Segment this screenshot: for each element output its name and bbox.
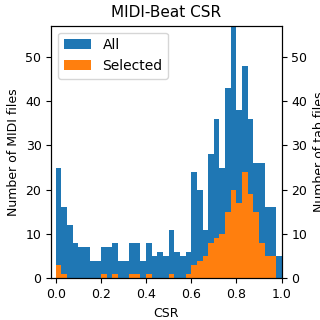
Bar <box>169 230 174 278</box>
Y-axis label: Number of MIDI files: Number of MIDI files <box>7 88 20 216</box>
Bar <box>180 256 186 278</box>
Bar <box>84 247 90 278</box>
Bar <box>174 252 180 278</box>
Bar <box>197 261 203 278</box>
Bar <box>220 168 225 278</box>
Bar <box>129 274 135 278</box>
Bar <box>107 247 112 278</box>
Bar <box>56 168 61 278</box>
Bar <box>146 243 152 278</box>
Bar <box>56 265 61 278</box>
Bar <box>73 243 78 278</box>
Bar <box>101 247 107 278</box>
Bar <box>248 194 253 278</box>
Legend: All, Selected: All, Selected <box>58 33 168 79</box>
Bar <box>186 252 191 278</box>
Bar <box>203 256 208 278</box>
Bar <box>157 252 163 278</box>
Bar <box>214 238 220 278</box>
Bar <box>253 163 259 278</box>
Bar <box>186 274 191 278</box>
Bar <box>135 274 140 278</box>
Bar <box>95 261 101 278</box>
Bar <box>208 154 214 278</box>
Bar <box>152 256 157 278</box>
Bar <box>112 274 118 278</box>
Bar <box>90 261 95 278</box>
Bar <box>220 234 225 278</box>
Bar <box>259 243 265 278</box>
Bar <box>225 212 231 278</box>
Bar <box>242 66 248 278</box>
Bar <box>112 243 118 278</box>
Bar <box>236 110 242 278</box>
Bar <box>146 274 152 278</box>
Bar <box>231 26 236 278</box>
Bar <box>191 265 197 278</box>
Bar <box>197 190 203 278</box>
Bar <box>140 261 146 278</box>
Bar <box>214 119 220 278</box>
Bar <box>191 172 197 278</box>
Bar <box>78 247 84 278</box>
X-axis label: CSR: CSR <box>154 307 179 320</box>
Bar <box>225 88 231 278</box>
Bar <box>101 274 107 278</box>
Bar <box>163 256 169 278</box>
Bar <box>248 119 253 278</box>
Bar <box>61 207 67 278</box>
Bar <box>276 256 282 278</box>
Bar <box>265 207 270 278</box>
Bar <box>253 212 259 278</box>
Bar <box>231 190 236 278</box>
Bar <box>203 230 208 278</box>
Bar <box>270 207 276 278</box>
Bar <box>129 243 135 278</box>
Bar <box>208 243 214 278</box>
Bar <box>236 203 242 278</box>
Bar <box>265 256 270 278</box>
Bar <box>169 274 174 278</box>
Bar <box>61 274 67 278</box>
Title: MIDI-Beat CSR: MIDI-Beat CSR <box>111 5 221 20</box>
Bar <box>67 225 73 278</box>
Y-axis label: Number of tab files: Number of tab files <box>313 92 320 212</box>
Bar <box>118 261 124 278</box>
Bar <box>135 243 140 278</box>
Bar <box>259 163 265 278</box>
Bar <box>270 256 276 278</box>
Bar <box>242 172 248 278</box>
Bar <box>124 261 129 278</box>
